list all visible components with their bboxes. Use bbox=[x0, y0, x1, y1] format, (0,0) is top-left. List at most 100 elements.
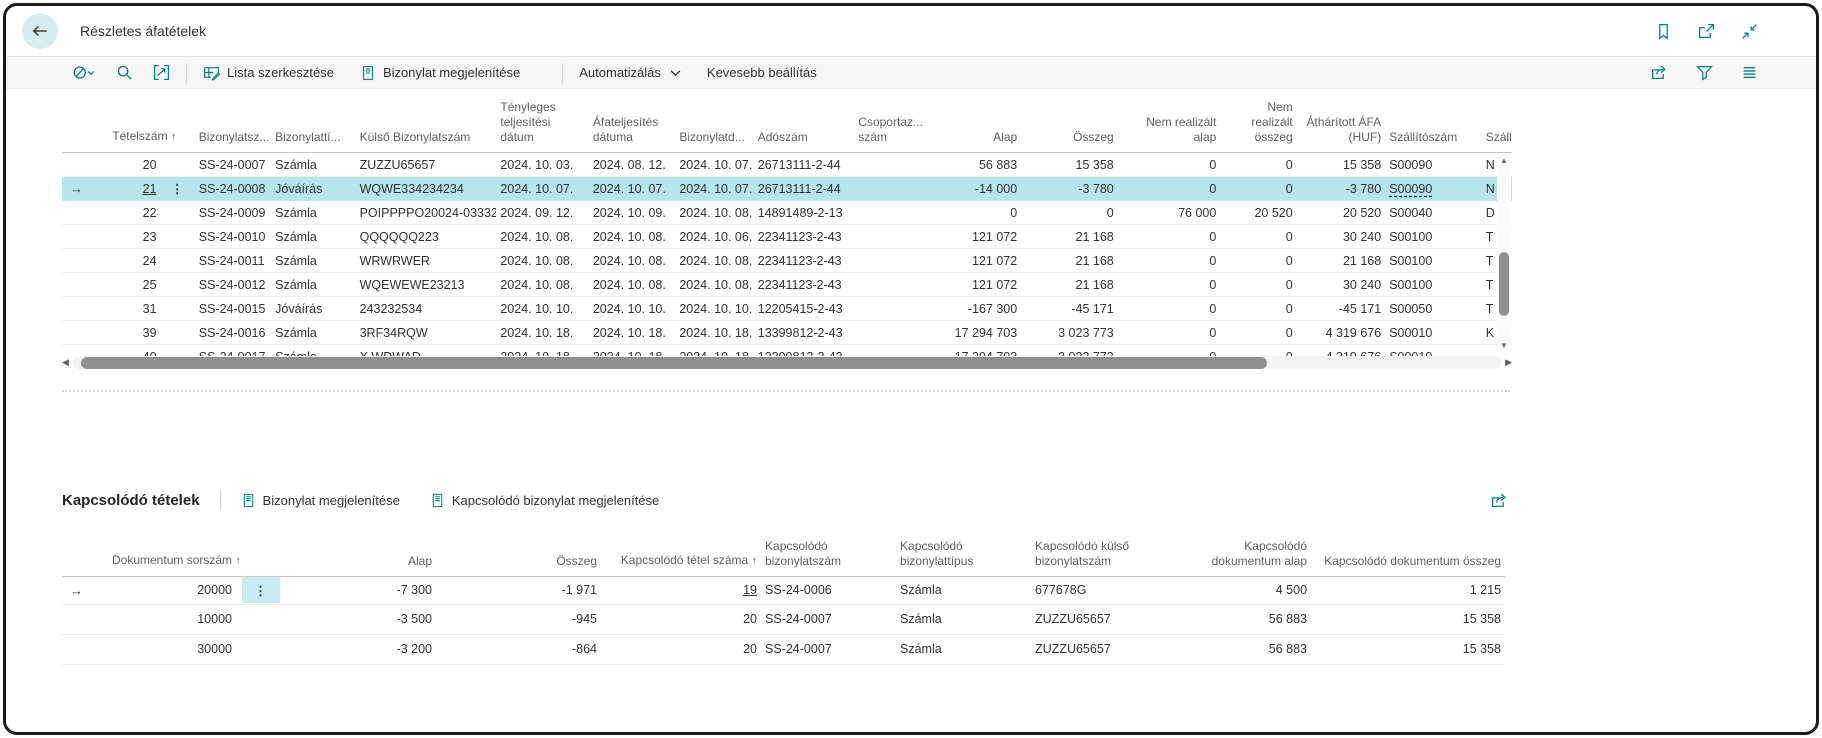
filter-icon[interactable] bbox=[1696, 64, 1713, 81]
table-row[interactable]: 31 SS-24-0015 Jóváírás 243232534 2024. 1… bbox=[62, 296, 1512, 321]
table-row[interactable]: 20 SS-24-0007 Számla ZUZZU65657 2024. 10… bbox=[62, 152, 1512, 177]
cell-unrealized-base[interactable]: 0 bbox=[1117, 248, 1221, 273]
edit-list-button[interactable]: Lista szerkesztése bbox=[203, 64, 334, 81]
row-actions-dots-icon[interactable] bbox=[160, 296, 195, 321]
cell-related-doc-type[interactable]: Számla bbox=[896, 634, 1032, 665]
cell-unrealized-amount[interactable]: 0 bbox=[1220, 320, 1297, 345]
cell-entry-no[interactable]: 25 bbox=[108, 272, 161, 297]
related-show-related-document-button[interactable]: Kapcsolódó bizonylat megjelenítése bbox=[430, 493, 659, 508]
show-document-button[interactable]: Bizonylat megjelenítése bbox=[360, 65, 520, 81]
cell-related-doc-amount[interactable]: 1 215 bbox=[1311, 576, 1506, 605]
cell-actual-date[interactable]: 2024. 10. 18. bbox=[496, 344, 589, 356]
cell-vendor-no[interactable]: S00100 bbox=[1385, 248, 1482, 273]
cell-doc-type[interactable]: Számla bbox=[271, 344, 356, 356]
cell-unrealized-amount[interactable]: 0 bbox=[1220, 248, 1297, 273]
table-row[interactable]: 39 SS-24-0016 Számla 3RF34RQW 2024. 10. … bbox=[62, 320, 1512, 345]
cell-group-no[interactable] bbox=[854, 248, 929, 273]
cell-unrealized-base[interactable]: 76 000 bbox=[1117, 200, 1221, 225]
cell-base[interactable]: 0 bbox=[928, 200, 1022, 225]
cell-doc-no[interactable]: SS-24-0012 bbox=[194, 272, 272, 297]
scroll-down-icon[interactable]: ▼ bbox=[1500, 341, 1508, 350]
cell-entry-no[interactable]: 21 bbox=[108, 176, 161, 201]
cell-base[interactable]: -3 500 bbox=[286, 604, 437, 635]
header-doc-date[interactable]: Bizonylatd... bbox=[675, 100, 754, 153]
cell-actual-date[interactable]: 2024. 09. 12. bbox=[496, 200, 589, 225]
cell-group-no[interactable] bbox=[854, 296, 929, 321]
cell-related-doc-base[interactable]: 4 500 bbox=[1191, 576, 1312, 605]
cell-charged-vat[interactable]: 15 358 bbox=[1296, 152, 1386, 177]
cell-doc-type[interactable]: Számla bbox=[271, 200, 356, 225]
cell-related-doc-amount[interactable]: 15 358 bbox=[1311, 604, 1506, 635]
cell-vat-date[interactable]: 2024. 10. 10. bbox=[588, 296, 676, 321]
cell-amount[interactable]: -864 bbox=[436, 634, 602, 665]
cell-charged-vat[interactable]: 4 319 676 bbox=[1296, 344, 1386, 356]
cell-related-doc-no[interactable]: SS-24-0007 bbox=[761, 634, 897, 665]
cell-base[interactable]: -3 200 bbox=[286, 634, 437, 665]
cell-actual-date[interactable]: 2024. 10. 18. bbox=[496, 320, 589, 345]
header-base[interactable]: Alap bbox=[928, 100, 1022, 153]
table-row[interactable]: 40 SS-24-0017 Számla X WDWAD 2024. 10. 1… bbox=[62, 344, 1512, 356]
header-amount[interactable]: Összeg bbox=[1021, 100, 1118, 153]
cell-amount[interactable]: 3 023 773 bbox=[1021, 320, 1118, 345]
cell-unrealized-amount[interactable]: 0 bbox=[1220, 272, 1297, 297]
cell-related-doc-amount[interactable]: 15 358 bbox=[1311, 634, 1506, 665]
cell-unrealized-amount[interactable]: 20 520 bbox=[1220, 200, 1297, 225]
cell-group-no[interactable] bbox=[854, 224, 929, 249]
cell-doc-no[interactable]: SS-24-0011 bbox=[194, 248, 272, 273]
header-vendor-name[interactable]: Szálli bbox=[1481, 100, 1512, 153]
column-list-icon[interactable] bbox=[1741, 64, 1758, 81]
row-actions-dots-icon[interactable] bbox=[242, 635, 280, 661]
cell-doc-no[interactable]: SS-24-0009 bbox=[194, 200, 272, 225]
cell-unrealized-base[interactable]: 0 bbox=[1117, 224, 1221, 249]
cell-vendor-no[interactable]: S00090 bbox=[1385, 176, 1482, 201]
cell-tax-no[interactable]: 13399812-2-43 bbox=[753, 344, 855, 356]
cell-entry-no[interactable]: 20 bbox=[108, 152, 161, 177]
cell-related-doc-no[interactable]: SS-24-0007 bbox=[761, 604, 897, 635]
cell-doc-date[interactable]: 2024. 10. 07. bbox=[675, 176, 754, 201]
cell-entry-no[interactable]: 40 bbox=[108, 344, 161, 356]
cell-amount[interactable]: -1 971 bbox=[436, 576, 602, 605]
header-related-ext-doc-no[interactable]: Kapcsolódó külső bizonylatszám bbox=[1031, 524, 1192, 577]
cell-doc-date[interactable]: 2024. 10. 07. bbox=[675, 152, 754, 177]
cell-doc-no[interactable]: SS-24-0010 bbox=[194, 224, 272, 249]
cell-tax-no[interactable]: 22341123-2-43 bbox=[753, 272, 855, 297]
cell-unrealized-base[interactable]: 0 bbox=[1117, 344, 1221, 356]
cell-base[interactable]: -14 000 bbox=[928, 176, 1022, 201]
table-row[interactable]: 30000 -3 200 -864 20 SS-24-0007 Számla Z… bbox=[62, 634, 1506, 665]
cell-doc-date[interactable]: 2024. 10. 06. bbox=[675, 224, 754, 249]
cell-base[interactable]: 121 072 bbox=[928, 248, 1022, 273]
cell-unrealized-base[interactable]: 0 bbox=[1117, 272, 1221, 297]
cell-vendor-no[interactable]: S00050 bbox=[1385, 296, 1482, 321]
cell-actual-date[interactable]: 2024. 10. 08. bbox=[496, 248, 589, 273]
cell-doc-type[interactable]: Számla bbox=[271, 248, 356, 273]
cell-vat-date[interactable]: 2024. 10. 08. bbox=[588, 224, 676, 249]
cell-ext-doc-no[interactable]: WRWRWER bbox=[355, 248, 497, 273]
cell-doc-type[interactable]: Jóváírás bbox=[271, 296, 356, 321]
cell-ext-doc-no[interactable]: 243232534 bbox=[355, 296, 497, 321]
cell-vat-date[interactable]: 2024. 10. 08. bbox=[588, 272, 676, 297]
cell-tax-no[interactable]: 14891489-2-13 bbox=[753, 200, 855, 225]
header-charged-vat[interactable]: Áthárított ÁFA (HUF) bbox=[1296, 100, 1386, 153]
header-actual-date[interactable]: Tényleges teljesítési dátum bbox=[496, 100, 589, 153]
cell-actual-date[interactable]: 2024. 10. 07. bbox=[496, 176, 589, 201]
cell-group-no[interactable] bbox=[854, 176, 929, 201]
cell-group-no[interactable] bbox=[854, 344, 929, 356]
cell-unrealized-amount[interactable]: 0 bbox=[1220, 296, 1297, 321]
cell-charged-vat[interactable]: 4 319 676 bbox=[1296, 320, 1386, 345]
row-actions-cell[interactable]: ⋮ bbox=[236, 576, 287, 605]
horizontal-scrollbar-thumb[interactable] bbox=[80, 356, 1267, 369]
cell-related-entry-no-link[interactable]: 20 bbox=[601, 604, 762, 635]
share-icon[interactable] bbox=[1650, 64, 1668, 81]
cell-unrealized-amount[interactable]: 0 bbox=[1220, 344, 1297, 356]
cell-doc-type[interactable]: Számla bbox=[271, 320, 356, 345]
cell-base[interactable]: 17 294 703 bbox=[928, 320, 1022, 345]
table-row[interactable]: 24 SS-24-0011 Számla WRWRWER 2024. 10. 0… bbox=[62, 248, 1512, 273]
row-actions-dots-icon[interactable] bbox=[160, 272, 195, 297]
automate-menu-button[interactable]: Automatizálás bbox=[579, 65, 681, 80]
row-actions-dots-icon[interactable] bbox=[160, 224, 195, 249]
cell-unrealized-amount[interactable]: 0 bbox=[1220, 152, 1297, 177]
cell-doc-date[interactable]: 2024. 10. 08. bbox=[675, 272, 754, 297]
cell-entry-no[interactable]: 39 bbox=[108, 320, 161, 345]
cell-doc-line-no[interactable]: 10000 bbox=[108, 604, 236, 635]
cell-doc-line-no[interactable]: 20000 bbox=[108, 576, 236, 605]
